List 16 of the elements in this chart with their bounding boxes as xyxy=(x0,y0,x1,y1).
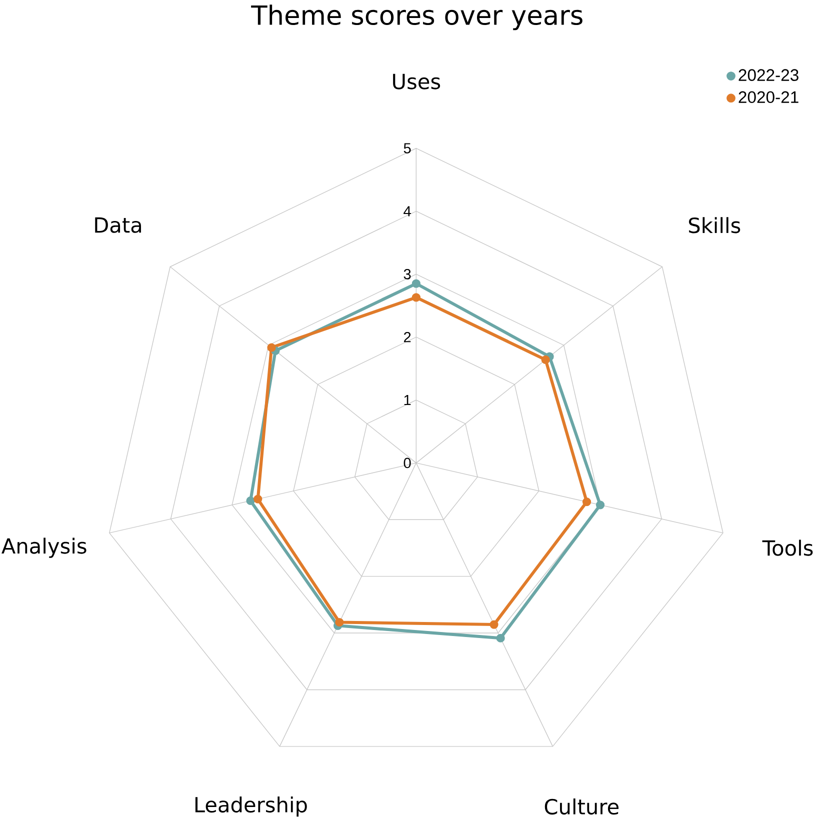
y-tick-label: 0 xyxy=(404,458,411,468)
legend-label: 2022-23 xyxy=(738,69,798,81)
legend-label: 2020-21 xyxy=(738,91,798,104)
spoke-label: Skills xyxy=(688,217,740,234)
y-tick-label: 5 xyxy=(404,143,411,154)
spoke-label: Uses xyxy=(393,74,440,90)
chart-title: Theme scores over years xyxy=(251,4,582,30)
spoke-label: Leadership xyxy=(195,796,307,817)
spoke-label: Data xyxy=(95,217,141,233)
spoke-label: Analysis xyxy=(2,538,86,558)
y-tick-label: 1 xyxy=(404,395,411,406)
y-tick-label: 3 xyxy=(404,268,411,280)
y-tick-label: 2 xyxy=(404,332,411,342)
spoke-label: Culture xyxy=(544,798,618,815)
y-tick-label: 4 xyxy=(404,206,411,216)
spoke-label: Tools xyxy=(762,540,813,556)
